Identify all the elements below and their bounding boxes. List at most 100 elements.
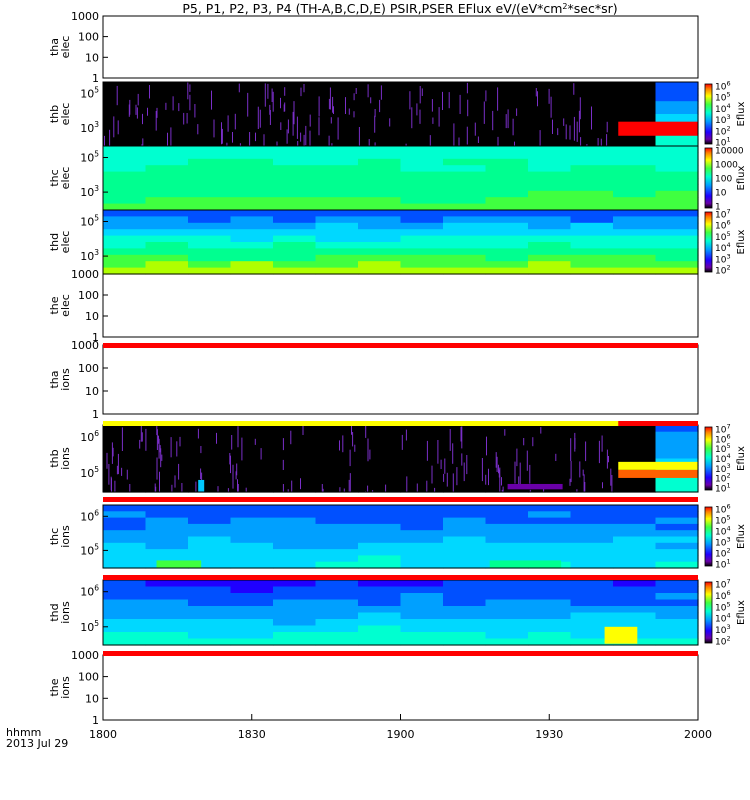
thd_elec-cell bbox=[358, 210, 402, 217]
thb_ions-cell bbox=[443, 478, 487, 486]
the_ions-frame bbox=[102, 654, 699, 721]
thb_ions-cell bbox=[528, 438, 572, 446]
panel-thc_elec: 10000 1000 100 10 1 Eflux 105 103 thcelec bbox=[48, 145, 747, 213]
thc_ions-cell bbox=[570, 555, 614, 563]
thb_ions-cell bbox=[570, 485, 614, 493]
thd_ions-cell bbox=[103, 612, 147, 620]
thd_ions-cell bbox=[230, 625, 274, 633]
thc_elec-cell bbox=[655, 178, 699, 185]
thd_ions-cell bbox=[315, 599, 359, 607]
thd_elec-cell bbox=[655, 242, 699, 249]
thd_ions-cell bbox=[103, 632, 147, 640]
thd_elec-cell bbox=[655, 216, 699, 224]
thd_ions-cell bbox=[443, 580, 487, 588]
thb_ions-cell bbox=[145, 431, 189, 439]
thb_elec-cell bbox=[273, 94, 317, 102]
thd_ions-cell bbox=[655, 606, 699, 614]
thc_elec-cell bbox=[230, 158, 274, 166]
thd_elec-cell bbox=[188, 222, 232, 230]
thc_ions-y-ticks: 106 105 bbox=[80, 508, 108, 557]
thb_ions-cell bbox=[570, 465, 614, 473]
thd_ions-cell bbox=[400, 632, 444, 640]
thd_elec-cell bbox=[485, 229, 529, 237]
thd_elec-cell bbox=[485, 267, 529, 275]
thc_ions-cell bbox=[273, 561, 317, 569]
thd_ions-cell bbox=[443, 612, 487, 620]
thb_elec-cell bbox=[613, 82, 657, 89]
thb_elec-cell bbox=[400, 139, 444, 147]
thb_ions-cell bbox=[230, 451, 274, 460]
thb_elec-cell bbox=[315, 101, 359, 109]
thc_ions-cell bbox=[145, 549, 189, 556]
x-tick-label: 1900 bbox=[387, 728, 415, 741]
thd_elec-cell bbox=[570, 222, 614, 230]
thb_ions-cell bbox=[400, 478, 444, 486]
thd_ions-cell bbox=[443, 599, 487, 607]
thb_ions-cell bbox=[485, 425, 529, 433]
thc_ions-cell bbox=[315, 505, 359, 512]
status-bar-yellow bbox=[103, 421, 619, 426]
thc_elec-colorbar-label: Eflux bbox=[736, 165, 747, 190]
thd_ions-cell bbox=[230, 632, 274, 640]
thb_ions-cells bbox=[103, 425, 699, 493]
thd_ions-cell bbox=[485, 625, 529, 633]
thb_ions-cell bbox=[613, 438, 657, 446]
thc_elec-cell bbox=[188, 165, 232, 173]
thd_ions-cell bbox=[528, 586, 572, 594]
thc_ions-cell bbox=[230, 555, 274, 563]
thd_ions-cell bbox=[485, 580, 529, 588]
thd_ions-cell bbox=[145, 593, 189, 601]
thb_elec-cell bbox=[103, 82, 147, 89]
thb_elec-cell bbox=[570, 120, 614, 128]
thc_elec-cell bbox=[400, 190, 444, 198]
thd_elec-cell bbox=[485, 235, 529, 243]
thc_ions-y-tick-label: 105 bbox=[80, 542, 99, 557]
thd_elec-y-tick-label: 105 bbox=[80, 214, 99, 229]
thc_elec-cell bbox=[145, 146, 189, 153]
thd_elec-cell bbox=[315, 216, 359, 224]
thb_ions-cell bbox=[400, 458, 444, 466]
thc_elec-cell bbox=[273, 146, 317, 153]
thc_ions-cell bbox=[400, 517, 444, 525]
thb_elec-cell bbox=[655, 88, 699, 96]
thb_elec-cell bbox=[400, 126, 444, 134]
thc_ions-cell bbox=[528, 549, 572, 556]
thc_elec-cell bbox=[655, 190, 699, 198]
thc_elec-cell bbox=[230, 152, 274, 160]
thb_ions-cell bbox=[655, 425, 699, 433]
thc_elec-cell bbox=[315, 197, 359, 205]
thb_elec-cell bbox=[655, 133, 699, 141]
thb_ions-cell bbox=[570, 458, 614, 466]
thc_ions-cell bbox=[485, 523, 529, 531]
thd_ions-cell bbox=[188, 586, 232, 594]
thb_elec-cell bbox=[613, 133, 657, 141]
thb_ions-cell bbox=[443, 485, 487, 493]
thc_ions-cell bbox=[655, 549, 699, 556]
thc_ions-cell bbox=[613, 555, 657, 563]
thb_ions-colorbar-tick: 103 bbox=[715, 462, 731, 475]
thc_elec-cell bbox=[103, 171, 147, 179]
thb_elec-cell bbox=[188, 139, 232, 147]
thc_ions-cell bbox=[570, 536, 614, 544]
thd_elec-cell bbox=[443, 216, 487, 224]
thb_elec-cell bbox=[443, 133, 487, 141]
thb_ions-cell bbox=[528, 471, 572, 480]
thd_elec-cell bbox=[358, 216, 402, 224]
thd_elec-cell bbox=[273, 229, 317, 237]
thc-ions-green-patch bbox=[156, 560, 202, 568]
thd_ions-cell bbox=[655, 612, 699, 620]
thc_elec-cell bbox=[655, 203, 699, 211]
thd_ions-cell bbox=[570, 593, 614, 601]
thb_elec-cell bbox=[230, 107, 274, 115]
thd_ions-cell bbox=[485, 619, 529, 627]
thb_ions-cell bbox=[273, 465, 317, 473]
thb_ions-cell bbox=[230, 438, 274, 446]
thc_elec-cell bbox=[145, 190, 189, 198]
thd_ions-cell bbox=[315, 619, 359, 627]
thb_ions-cell bbox=[655, 431, 699, 439]
thc_ions-cell bbox=[315, 542, 359, 550]
thc_elec-cell bbox=[443, 197, 487, 205]
thd_ions-cells bbox=[103, 580, 699, 646]
thd_ions-cell bbox=[655, 625, 699, 633]
thd_elec-cell bbox=[230, 242, 274, 249]
